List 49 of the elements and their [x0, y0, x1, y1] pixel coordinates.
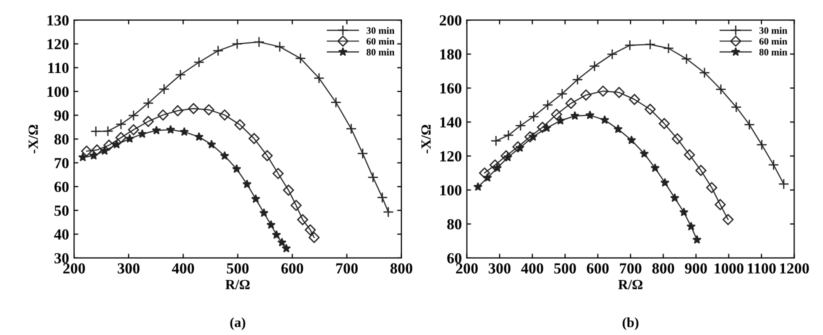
y-tick-label: 140	[440, 117, 462, 128]
y-tick-label: 130	[48, 15, 69, 26]
x-tick-label: 700	[336, 263, 358, 274]
x-tick-label: 400	[172, 263, 194, 274]
x-tick-label: 500	[554, 263, 576, 274]
text: (b)	[622, 317, 638, 330]
x-axis-title: R/Ω	[618, 280, 642, 290]
x-tick-label: 300	[488, 263, 510, 274]
x-tick-label: 800	[652, 263, 674, 274]
x-tick-label: 900	[684, 263, 707, 274]
legend-label: 80 min	[759, 48, 788, 56]
x-tick-label: 700	[620, 263, 642, 274]
legend-label: 60 min	[759, 38, 788, 45]
text: (a)	[230, 317, 246, 330]
y-tick-label: 40	[54, 229, 69, 240]
y-axis-title: -X/Ω	[421, 124, 431, 154]
y-tick-label: 80	[54, 134, 69, 144]
y-tick-label: 90	[54, 110, 69, 121]
x-tick-label: 1200	[780, 263, 809, 274]
y-tick-label: 160	[440, 83, 462, 94]
x-tick-label: 200	[456, 263, 478, 274]
y-tick-label: 70	[54, 158, 69, 168]
legend-label: 30 min	[759, 26, 788, 34]
x-tick-label: 600	[586, 263, 609, 274]
legend-label: 30 min	[366, 26, 394, 34]
y-tick-label: 60	[54, 182, 69, 192]
y-tick-label: 120	[48, 39, 69, 50]
x-tick-label: 400	[521, 263, 544, 274]
x-tick-label: 1000	[714, 263, 744, 274]
x-tick-label: 800	[390, 263, 412, 274]
x-axis-title: R/Ω	[225, 280, 250, 290]
x-tick-label: 600	[281, 263, 304, 274]
y-tick-label: 50	[54, 206, 69, 216]
y-tick-label: 110	[48, 62, 69, 74]
y-axis-title: -X/Ω	[28, 124, 38, 154]
x-tick-label: 500	[226, 263, 249, 274]
x-tick-label: 200	[63, 263, 85, 274]
y-tick-label: 30	[54, 253, 69, 264]
legend-label: 60 min	[366, 38, 394, 45]
y-tick-label: 100	[48, 86, 69, 97]
y-tick-label: 180	[440, 49, 462, 60]
y-tick-label: 100	[440, 185, 462, 196]
y-tick-label: 200	[440, 15, 462, 26]
y-tick-label: 80	[447, 219, 462, 230]
y-tick-label: 120	[440, 151, 462, 162]
y-tick-label: 60	[447, 253, 462, 264]
x-tick-label: 1100	[748, 263, 776, 274]
x-tick-label: 300	[118, 263, 140, 274]
legend-label: 80 min	[366, 48, 394, 56]
